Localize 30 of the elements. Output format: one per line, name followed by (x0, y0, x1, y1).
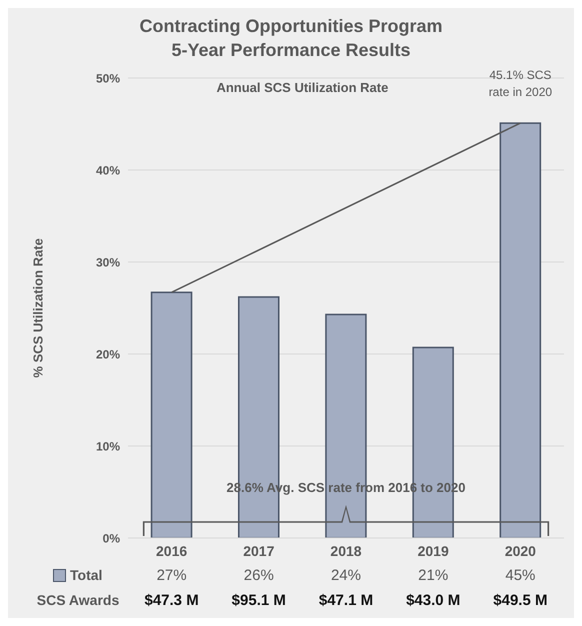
annotation: 45.1% SCS rate in 2020 (488, 67, 554, 102)
data-label: 26% (242, 567, 275, 584)
text: $43.0 M (405, 592, 462, 609)
y-axis-title: % SCS Utilization Rate (30, 238, 46, 378)
text: $49.5 M (492, 592, 548, 609)
y-tick-label: 10% (96, 439, 120, 454)
annotation: Annual SCS Utilization Rate (215, 80, 390, 95)
chart-subtitle: 5-Year Performance Results (170, 39, 412, 62)
text: $47.3 M (143, 592, 200, 609)
legend-label: Total (70, 567, 102, 583)
x-tick-label: 2019 (418, 542, 449, 559)
x-tick-label: 2020 (504, 542, 536, 559)
y-tick-label: 40% (96, 163, 120, 178)
data-label: 27% (156, 567, 188, 584)
y-tick-label: 20% (96, 347, 120, 362)
data-label: 21% (417, 567, 450, 584)
data-label: 24% (330, 567, 362, 584)
y-tick-label: 30% (96, 255, 120, 270)
bar (500, 122, 542, 538)
text: SCS Awards (36, 592, 120, 608)
x-tick-label: 2016 (156, 542, 188, 559)
y-tick-label: 50% (96, 71, 120, 86)
x-tick-label: 2017 (243, 542, 275, 559)
text: $47.1 M (318, 592, 374, 609)
chart-title: Contracting Opportunities Program (138, 15, 444, 38)
y-tick-label: 0% (102, 531, 120, 546)
data-label: 45% (504, 567, 536, 584)
x-tick-label: 2018 (330, 542, 362, 559)
text: $95.1 M (230, 592, 287, 609)
bar (150, 292, 192, 538)
